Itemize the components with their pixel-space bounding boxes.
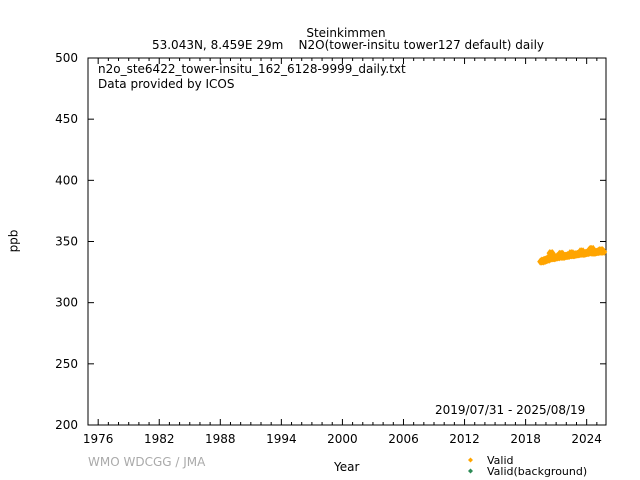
x-axis-label: Year [334, 460, 360, 474]
legend-marker [468, 457, 473, 463]
x-tick-label: 1976 [83, 432, 114, 446]
x-tick-label: 2012 [449, 432, 480, 446]
credit-label: WMO WDCGG / JMA [88, 455, 206, 469]
provider-label: Data provided by ICOS [98, 77, 235, 91]
x-tick-label: 1988 [205, 432, 236, 446]
y-tick-label: 400 [55, 173, 78, 187]
chart-title: Steinkimmen [306, 26, 386, 40]
x-tick-label: 2018 [510, 432, 541, 446]
filename-label: n2o_ste6422_tower-insitu_162_6128-9999_d… [98, 62, 406, 76]
legend-label-valid: Valid [487, 454, 514, 467]
y-tick-label: 500 [55, 51, 78, 65]
legend-marker [468, 468, 473, 474]
y-tick-label: 200 [55, 418, 78, 432]
y-tick-label: 450 [55, 112, 78, 126]
legend-label-valid-background: Valid(background) [487, 465, 588, 478]
x-tick-label: 2006 [388, 432, 419, 446]
data-point [601, 247, 608, 256]
x-tick-label: 2024 [571, 432, 602, 446]
date-range-label: 2019/07/31 - 2025/08/19 [435, 403, 586, 417]
chart-subtitle: 53.043N, 8.459E 29m N2O(tower-insitu tow… [151, 38, 545, 52]
x-tick-label: 2000 [327, 432, 358, 446]
y-tick-label: 250 [55, 357, 78, 371]
x-tick-label: 1982 [144, 432, 175, 446]
y-tick-label: 350 [55, 235, 78, 249]
y-tick-label: 300 [55, 296, 78, 310]
plot-frame [87, 57, 607, 426]
x-tick-label: 1994 [266, 432, 297, 446]
